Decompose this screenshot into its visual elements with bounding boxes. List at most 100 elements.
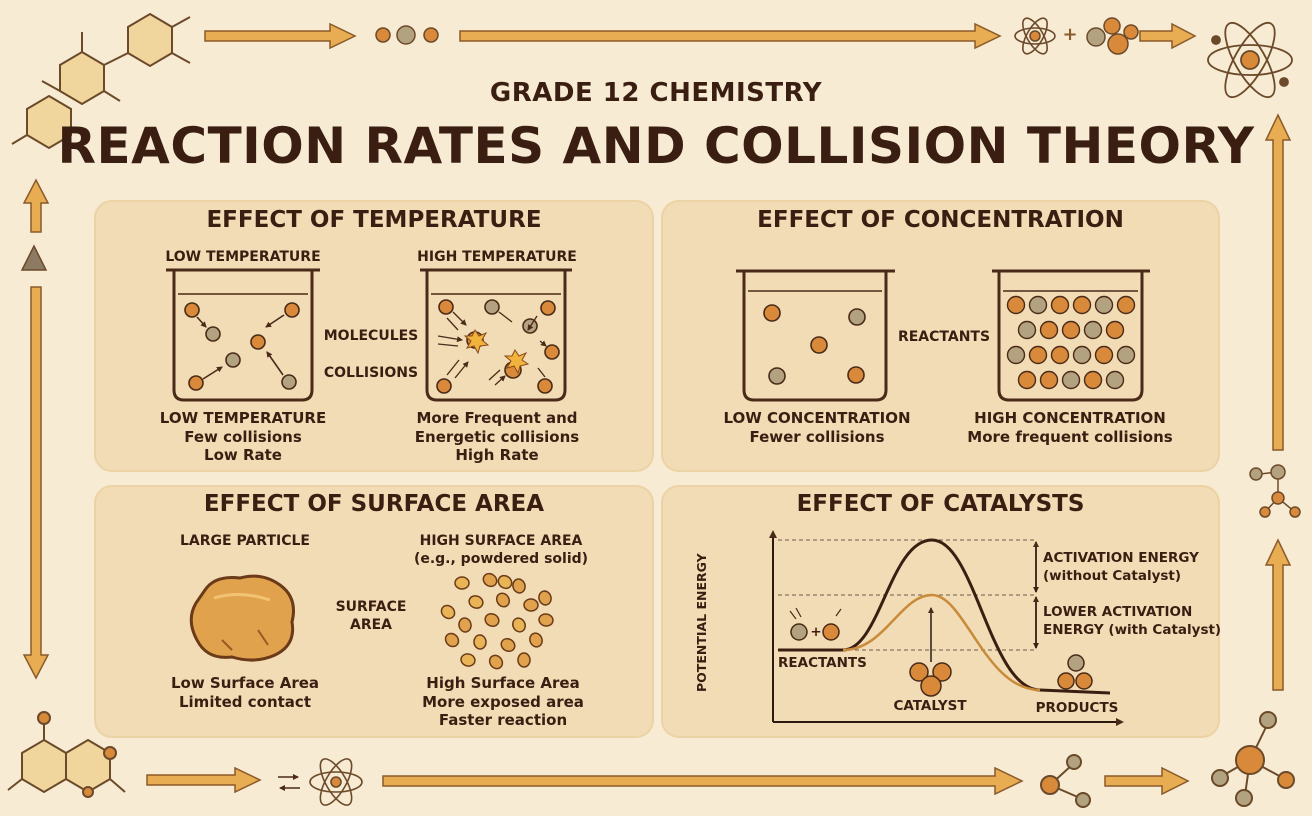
reactant-particle [1017, 320, 1037, 340]
catalyst-label: CATALYST [893, 698, 967, 714]
rock-highlight [213, 593, 271, 602]
uncatalyzed-curve [778, 538, 1111, 695]
low-temperature-label: LOW TEMPERATURE [165, 249, 321, 265]
powder-piece [497, 574, 513, 590]
reactant-particle [1006, 345, 1026, 365]
large-particle-rock [189, 574, 295, 662]
triangle-icon [20, 244, 48, 271]
powder-piece [517, 652, 531, 668]
atom-large-icon [1207, 21, 1293, 99]
concentration-heading: EFFECT OF CONCENTRATION [757, 207, 1124, 233]
powder-piece [523, 598, 539, 612]
top-arrows [204, 22, 1197, 50]
lower-activation-energy-label: LOWER ACTIVATION ENERGY (with Catalyst) [1043, 604, 1222, 638]
reactant-molecules [789, 607, 842, 641]
reactant-particle [1028, 295, 1048, 315]
reactant-particle [1105, 370, 1125, 390]
bottom-atom-icon [309, 758, 363, 806]
reactant-particle [1116, 295, 1136, 315]
beaker-low-temperature [166, 268, 320, 402]
catalyzed-curve [842, 593, 1041, 692]
reactant-particle [1050, 345, 1070, 365]
temperature-heading: EFFECT OF TEMPERATURE [206, 207, 542, 233]
left-arrows [22, 178, 50, 680]
powder-piece [482, 572, 498, 588]
reactant-particle [1072, 295, 1092, 315]
reactant-particle [1094, 295, 1114, 315]
low-temperature-particles [184, 302, 300, 391]
high-surface-area-label: HIGH SURFACE AREA (e.g., powdered solid) [413, 533, 589, 567]
plus-sign: + [810, 624, 822, 640]
powder-piece [484, 613, 500, 627]
product-molecules [1057, 654, 1093, 690]
high-concentration-caption: HIGH CONCENTRATION More frequent collisi… [967, 409, 1173, 446]
surface-area-middle-label: SURFACE AREA [335, 599, 407, 633]
powder-piece [529, 632, 543, 648]
bottom-molecule-icon [1040, 754, 1091, 808]
powder-piece [444, 632, 460, 648]
bottom-arrows [146, 766, 1190, 796]
beaker-high-concentration [992, 269, 1150, 402]
rock-crack [221, 629, 269, 651]
reactant-particle [1116, 345, 1136, 365]
powder-piece [458, 617, 472, 633]
activation-energy-label: ACTIVATION ENERGY (without Catalyst) [1043, 550, 1199, 584]
panel-concentration [661, 200, 1220, 472]
reactant-particle [1083, 320, 1103, 340]
reactant-particle [1061, 320, 1081, 340]
high-temperature-caption: More Frequent and Energetic collisions H… [414, 409, 580, 464]
beaker-high-temperature [420, 268, 572, 402]
reactant-particle [1039, 370, 1059, 390]
reactant-particle [1050, 295, 1070, 315]
page-subtitle: GRADE 12 CHEMISTRY [489, 78, 823, 108]
panel-surface-area [94, 485, 654, 738]
high-surface-area-caption: High Surface Area More exposed area Fast… [422, 674, 584, 729]
low-surface-area-caption: Low Surface Area Limited contact [170, 674, 320, 711]
powder-piece [468, 595, 484, 609]
reactant-particle [1061, 370, 1081, 390]
powder-piece [538, 613, 554, 627]
beaker-low-concentration [736, 269, 895, 402]
powder-piece [454, 576, 470, 590]
legend-reactants: REACTANTS [897, 329, 991, 345]
small-molecule-icon [1249, 464, 1301, 518]
products-label: PRODUCTS [1035, 700, 1119, 716]
panel-temperature [94, 200, 654, 472]
panel-catalysts [661, 485, 1220, 738]
reaction-arrows-icon [278, 774, 300, 791]
reactants-label: REACTANTS [778, 655, 867, 671]
surface-area-heading: EFFECT OF SURFACE AREA [203, 491, 545, 517]
reactant-particle [1072, 345, 1092, 365]
powder-piece [500, 637, 516, 653]
atom-icon [1014, 17, 1056, 55]
reactant-particle [1083, 370, 1103, 390]
high-temperature-label: HIGH TEMPERATURE [417, 249, 577, 265]
right-arrows [1264, 113, 1292, 691]
powder-piece [488, 654, 504, 670]
powder-piece [538, 590, 552, 606]
low-concentration-caption: LOW CONCENTRATION Fewer collisions [723, 409, 911, 446]
powdered-solid-pieces [440, 572, 554, 670]
reactant-particle [1105, 320, 1125, 340]
high-temperature-particles [436, 299, 560, 394]
top-dots [375, 25, 439, 45]
catalysts-heading: EFFECT OF CATALYSTS [796, 491, 1085, 517]
energy-diagram-axes [769, 530, 1124, 726]
powder-piece [512, 617, 526, 633]
powder-piece [440, 604, 456, 620]
benzene-ring-molecule-icon [11, 12, 191, 150]
reactant-particle [1039, 320, 1059, 340]
reactant-particle [1094, 345, 1114, 365]
molecule-cluster-icon [1086, 17, 1139, 55]
legend-collisions: COLLISIONS [323, 365, 419, 381]
catalyst-molecules [909, 662, 952, 697]
powder-piece [473, 634, 487, 650]
low-concentration-particles [763, 304, 866, 385]
powder-piece [512, 578, 526, 594]
reactant-particle [1028, 345, 1048, 365]
powder-piece [460, 653, 476, 667]
y-axis-label: POTENTIAL ENERGY [694, 553, 709, 692]
